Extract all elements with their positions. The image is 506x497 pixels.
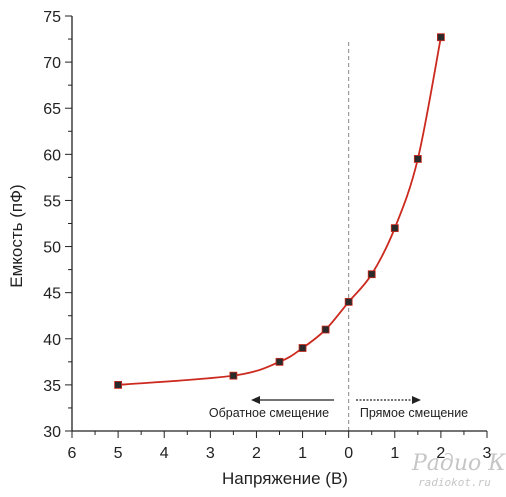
y-tick-label: 40: [43, 332, 61, 349]
series-line: [118, 37, 442, 386]
x-tick-label: 4: [160, 445, 169, 462]
x-axis-title: Напряжение (В): [222, 469, 348, 488]
data-point: [367, 270, 376, 279]
y-tick-label: 50: [43, 240, 61, 257]
series: [114, 33, 445, 389]
data-point: [344, 297, 353, 306]
y-tick-label: 70: [43, 55, 61, 72]
forward-bias-label: Прямое смещение: [360, 406, 468, 420]
y-tick-label: 30: [43, 424, 61, 441]
forward-bias-arrowhead: [412, 396, 421, 404]
data-point: [436, 33, 445, 42]
data-point: [229, 371, 238, 380]
y-tick-labels: 30 35 40 45 50 55 60 65 70 75: [43, 9, 61, 441]
plot-area: [65, 15, 488, 438]
data-point: [298, 344, 307, 352]
watermark-site: radiokot.ru: [418, 476, 491, 489]
x-tick-label: 3: [483, 445, 492, 462]
data-point: [390, 224, 399, 233]
forward-bias-annotation: Прямое смещение: [356, 396, 468, 420]
watermark: Радио КОТ radiokot.ru: [411, 451, 506, 489]
y-axis-title: Емкость (пФ): [7, 184, 26, 287]
reverse-bias-label: Обратное смещение: [209, 406, 329, 420]
x-tick-label: 2: [252, 445, 261, 462]
reverse-bias-annotation: Обратное смещение: [209, 396, 334, 420]
x-tick-labels: 6 5 4 3 2 1 0 1 2 3: [68, 445, 492, 462]
ticks: [65, 15, 488, 438]
data-point: [413, 155, 422, 163]
reverse-bias-arrowhead: [251, 396, 260, 404]
x-tick-label: 5: [114, 445, 123, 462]
x-tick-label: 2: [436, 445, 445, 462]
y-tick-label: 60: [43, 147, 61, 164]
data-point: [275, 357, 284, 366]
watermark-logo: Радио КОТ: [411, 451, 506, 476]
x-tick-label: 6: [68, 445, 77, 462]
y-tick-label: 45: [43, 286, 61, 303]
axes: [71, 16, 487, 432]
y-tick-label: 55: [43, 193, 61, 210]
y-tick-label: 75: [43, 9, 61, 26]
data-point: [114, 380, 123, 389]
data-point: [321, 325, 330, 334]
x-tick-label: 1: [390, 445, 399, 462]
y-tick-label: 35: [43, 378, 61, 395]
x-tick-label: 3: [206, 445, 215, 462]
y-tick-label: 65: [43, 101, 61, 118]
x-tick-label: 1: [298, 445, 307, 462]
x-tick-label: 0: [344, 445, 353, 462]
